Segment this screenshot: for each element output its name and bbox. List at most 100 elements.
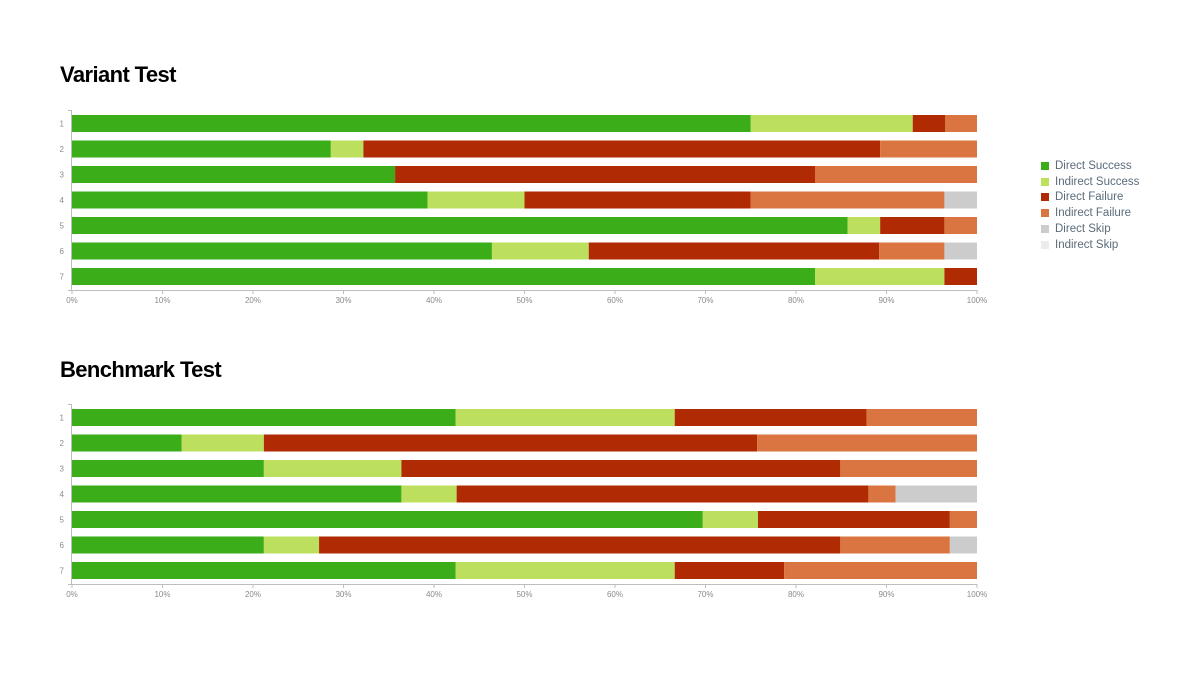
- bar-segment-direct-failure-row-7[interactable]: [944, 268, 977, 285]
- bar-segment-direct-success-row-4[interactable]: [72, 191, 428, 209]
- bar-segment-direct-success-row-5[interactable]: [72, 511, 703, 528]
- bar-segment-indirect-failure-row-4[interactable]: [750, 191, 945, 209]
- chart-legend: Direct Success Indirect Success Direct Fai…: [1041, 158, 1139, 253]
- bar-segment-direct-failure-row-5[interactable]: [757, 511, 950, 528]
- bar-segment-indirect-success-row-5[interactable]: [847, 217, 881, 234]
- x-tick-label: 50%: [516, 590, 532, 599]
- bar-segment-indirect-success-row-6[interactable]: [491, 242, 589, 260]
- bar-segment-direct-failure-row-2[interactable]: [263, 434, 758, 452]
- bar-segment-indirect-failure-row-4[interactable]: [868, 485, 896, 503]
- x-tick-label: 80%: [788, 296, 804, 305]
- bar-segment-direct-skip-row-6[interactable]: [949, 536, 977, 554]
- bar-segment-indirect-success-row-4[interactable]: [401, 485, 457, 503]
- bar-segment-direct-failure-row-3[interactable]: [395, 166, 816, 183]
- x-tick-label: 100%: [967, 296, 987, 305]
- bar-segment-indirect-failure-row-5[interactable]: [944, 217, 977, 234]
- legend-item-direct-success[interactable]: Direct Success: [1041, 158, 1139, 174]
- legend-label: Direct Failure: [1055, 191, 1124, 204]
- legend-item-direct-failure[interactable]: Direct Failure: [1041, 190, 1139, 206]
- bar-segment-direct-failure-row-5[interactable]: [880, 217, 945, 234]
- x-tick-label: 20%: [245, 296, 261, 305]
- bar-segment-indirect-failure-row-6[interactable]: [840, 536, 950, 554]
- legend-label: Indirect Failure: [1055, 207, 1132, 220]
- legend-swatch-indirect-failure: [1041, 209, 1049, 218]
- bar-segment-direct-success-row-4[interactable]: [72, 485, 402, 503]
- bar-segment-indirect-failure-row-2[interactable]: [757, 434, 977, 452]
- bar-segment-indirect-success-row-3[interactable]: [263, 460, 402, 477]
- bar-segment-direct-success-row-6[interactable]: [72, 242, 492, 260]
- bar-segment-indirect-success-row-1[interactable]: [455, 409, 675, 426]
- legend-item-direct-skip[interactable]: Direct Skip: [1041, 221, 1139, 237]
- legend-label: Indirect Skip: [1055, 238, 1119, 251]
- bar-segment-direct-failure-row-2[interactable]: [363, 140, 881, 158]
- legend-swatch-direct-failure: [1041, 193, 1049, 202]
- legend-item-indirect-skip[interactable]: Indirect Skip: [1041, 237, 1139, 253]
- x-tick-label: 40%: [426, 590, 442, 599]
- x-tick-label: 40%: [426, 296, 442, 305]
- bar-segment-direct-success-row-3[interactable]: [72, 460, 264, 477]
- bar-segment-direct-success-row-7[interactable]: [72, 268, 815, 285]
- bar-segment-indirect-failure-row-5[interactable]: [949, 511, 977, 528]
- x-tick-label: 30%: [335, 590, 351, 599]
- category-label: 5: [60, 516, 65, 525]
- bar-segment-direct-success-row-2[interactable]: [72, 140, 331, 158]
- x-tick-label: 100%: [967, 590, 987, 599]
- legend-label: Indirect Success: [1055, 175, 1140, 188]
- bar-segment-indirect-failure-row-3[interactable]: [840, 460, 977, 477]
- x-tick-label: 30%: [335, 296, 351, 305]
- category-label: 3: [60, 465, 65, 474]
- bar-segment-direct-skip-row-6[interactable]: [944, 242, 977, 260]
- bar-segment-direct-failure-row-4[interactable]: [456, 485, 869, 503]
- category-label: 4: [60, 490, 65, 499]
- chart-title-benchmark-test: Benchmark Test: [60, 357, 222, 382]
- bar-segment-indirect-success-row-4[interactable]: [427, 191, 525, 209]
- category-label: 6: [60, 247, 65, 256]
- x-tick-label: 0%: [66, 590, 78, 599]
- bar-segment-direct-failure-row-1[interactable]: [912, 115, 946, 132]
- x-tick-label: 80%: [788, 590, 804, 599]
- bar-segment-direct-failure-row-4[interactable]: [524, 191, 751, 209]
- x-tick-label: 60%: [607, 590, 623, 599]
- bar-segment-direct-success-row-3[interactable]: [72, 166, 396, 183]
- bar-segment-direct-success-row-7[interactable]: [72, 562, 456, 579]
- bar-segment-direct-success-row-1[interactable]: [72, 409, 456, 426]
- legend-swatch-direct-skip: [1041, 225, 1049, 234]
- bar-segment-indirect-failure-row-1[interactable]: [866, 409, 977, 426]
- category-label: 5: [60, 222, 65, 231]
- chart-title-variant-test: Variant Test: [60, 62, 176, 87]
- bar-segment-indirect-failure-row-1[interactable]: [945, 115, 977, 132]
- x-tick-label: 10%: [154, 296, 170, 305]
- bar-segment-direct-failure-row-3[interactable]: [401, 460, 841, 477]
- bar-segment-direct-success-row-1[interactable]: [72, 115, 751, 132]
- bar-segment-direct-skip-row-4[interactable]: [944, 191, 977, 209]
- legend-item-indirect-failure[interactable]: Indirect Failure: [1041, 205, 1139, 221]
- bar-segment-direct-success-row-2[interactable]: [72, 434, 182, 452]
- bar-segment-direct-failure-row-7[interactable]: [674, 562, 785, 579]
- bar-segment-indirect-failure-row-7[interactable]: [784, 562, 977, 579]
- category-label: 3: [60, 171, 65, 180]
- bar-segment-indirect-success-row-6[interactable]: [263, 536, 320, 554]
- category-label: 1: [60, 414, 65, 423]
- bar-segment-direct-failure-row-6[interactable]: [319, 536, 841, 554]
- bar-segment-indirect-success-row-2[interactable]: [330, 140, 364, 158]
- category-label: 7: [60, 273, 65, 282]
- bar-segment-direct-failure-row-6[interactable]: [588, 242, 880, 260]
- bar-segment-direct-success-row-6[interactable]: [72, 536, 264, 554]
- legend-label: Direct Skip: [1055, 223, 1111, 236]
- bar-segment-indirect-success-row-7[interactable]: [815, 268, 945, 285]
- bar-segment-indirect-success-row-5[interactable]: [702, 511, 758, 528]
- bar-segment-direct-success-row-5[interactable]: [72, 217, 848, 234]
- bar-segment-direct-failure-row-1[interactable]: [674, 409, 867, 426]
- bar-segment-direct-skip-row-4[interactable]: [895, 485, 977, 503]
- bar-segment-indirect-success-row-1[interactable]: [750, 115, 913, 132]
- bar-segment-indirect-success-row-2[interactable]: [181, 434, 264, 452]
- x-tick-label: 50%: [516, 296, 532, 305]
- legend-item-indirect-success[interactable]: Indirect Success: [1041, 174, 1139, 190]
- x-tick-label: 70%: [697, 590, 713, 599]
- bar-segment-indirect-failure-row-3[interactable]: [815, 166, 977, 183]
- category-label: 4: [60, 196, 65, 205]
- bar-segment-indirect-failure-row-2[interactable]: [880, 140, 977, 158]
- bar-segment-indirect-failure-row-6[interactable]: [879, 242, 945, 260]
- bar-segment-indirect-success-row-7[interactable]: [455, 562, 675, 579]
